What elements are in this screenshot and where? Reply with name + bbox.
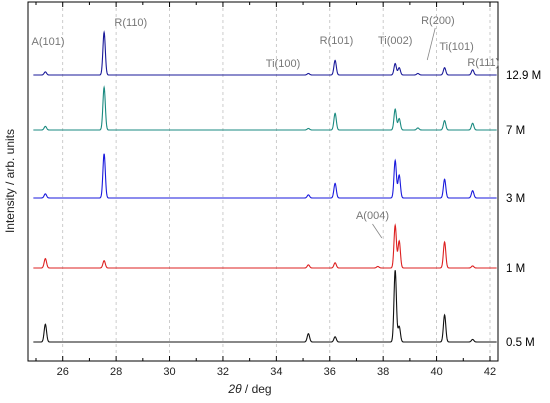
x-tick-label: 32 xyxy=(217,366,229,378)
x-tick-label: 38 xyxy=(377,366,389,378)
x-tick-label: 36 xyxy=(324,366,336,378)
x-tick-label: 26 xyxy=(57,366,69,378)
x-axis-ticks: 26 28 30 32 34 36 38 40 42 xyxy=(35,2,496,378)
series-labels: 12.9 M 7 M 3 M 1 M 0.5 M xyxy=(506,70,541,349)
peak-annotation: A(101) xyxy=(32,36,65,48)
x-tick-label: 34 xyxy=(270,366,282,378)
series-label: 12.9 M xyxy=(506,70,541,82)
y-axis-title: Intensity / arb. units xyxy=(3,129,17,233)
x-axis-unit: / deg xyxy=(242,382,272,396)
x-axis-title: 2θ / deg xyxy=(227,382,271,396)
series-line-1-M xyxy=(33,223,497,269)
series-label: 3 M xyxy=(506,193,525,205)
peak-annotation: Ti(101) xyxy=(439,41,473,53)
series-line-0-5-M xyxy=(33,270,497,343)
series-label: 7 M xyxy=(506,125,525,137)
peak-annotations: A(101) R(110) Ti(100) R(101) Ti(002) R(200) Ti… xyxy=(32,15,499,239)
x-tick-label: 30 xyxy=(163,366,175,378)
peak-annotation: A(004) xyxy=(356,210,389,222)
x-tick-label: 40 xyxy=(430,366,442,378)
x-tick-label: 28 xyxy=(110,366,122,378)
series-line-7-M xyxy=(33,85,497,131)
x-axis-variable: 2θ xyxy=(227,382,242,396)
peak-annotation: Ti(100) xyxy=(266,58,300,70)
series-label: 0.5 M xyxy=(506,337,535,349)
peak-annotation: R(101) xyxy=(320,35,354,47)
grid-lines xyxy=(62,2,491,361)
peak-annotation: R(111) xyxy=(467,57,499,69)
series-line-12-9-M xyxy=(33,30,497,76)
series-line-3-M xyxy=(33,153,497,199)
plot-frame xyxy=(27,1,499,362)
series-label: 1 M xyxy=(506,263,525,275)
peak-annotation: R(110) xyxy=(114,17,147,29)
x-tick-label: 42 xyxy=(484,366,496,378)
annotation-leader xyxy=(372,223,383,239)
series-group xyxy=(33,30,497,343)
peak-annotation: R(200) xyxy=(421,15,455,27)
annotation-leader xyxy=(426,27,436,61)
peak-annotation: Ti(002) xyxy=(378,35,412,47)
